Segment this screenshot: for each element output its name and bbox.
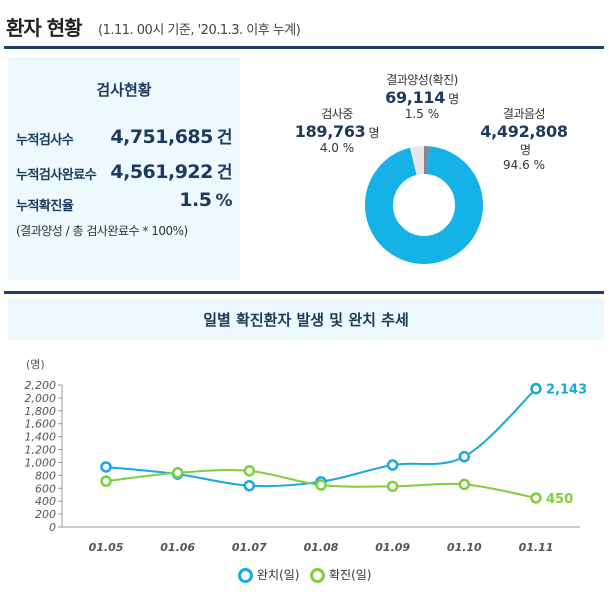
- x-tick-label: 01.07: [232, 541, 267, 554]
- y-tick-label: 2,000: [25, 392, 57, 405]
- series-0-point: [243, 479, 256, 492]
- series-0-point: [100, 461, 112, 473]
- positive-label: 결과양성(확진) 69,114 명 1.5 %: [385, 73, 459, 121]
- y-tick-label: 800: [35, 469, 56, 482]
- trend-title: 일별 확진환자 발생 및 완치 추세: [203, 311, 409, 329]
- positive-rate-label: 누적확진율: [16, 199, 74, 214]
- series-1-point: [100, 475, 112, 487]
- section-divider: [4, 291, 604, 294]
- series-0-point: [530, 382, 542, 395]
- trend-title-bar: 일별 확진환자 발생 및 완치 추세: [8, 298, 604, 340]
- x-tick-label: 01.08: [304, 541, 339, 554]
- y-tick-label: 0: [49, 521, 56, 534]
- series-1-point: [171, 467, 184, 479]
- y-tick-label: 1,800: [25, 405, 57, 418]
- header-divider: [4, 46, 604, 49]
- page-title: 환자 현황: [6, 16, 83, 40]
- donut-slice-2: [365, 146, 483, 264]
- test-status-title: 검사현황: [96, 81, 152, 99]
- y-tick-label: 1,400: [25, 431, 57, 444]
- donut-slice-1: [365, 146, 483, 264]
- donut-chart: [365, 146, 483, 264]
- series-1-point: [315, 479, 327, 491]
- legend-item-recovered: 완치(일): [238, 566, 299, 583]
- series-1-point: [386, 480, 399, 493]
- page-subtitle: (1.11. 00시 기준, '20.1.3. 이후 누계): [98, 23, 301, 38]
- legend-marker-recovered: [238, 568, 253, 583]
- testing-label: 검사중 189,763 명 4.0 %: [294, 107, 380, 155]
- y-axis-unit: (명): [26, 358, 45, 371]
- y-tick-label: 1,200: [25, 444, 57, 457]
- cumulative-tests-label: 누적검사수: [16, 133, 74, 148]
- positive-rate-value: 1.5%: [179, 189, 232, 211]
- series-1-point: [243, 465, 256, 477]
- series-1-point: [458, 478, 471, 491]
- series-1-end-label: 450: [546, 492, 573, 507]
- page-header: 환자 현황 (1.11. 00시 기준, '20.1.3. 이후 누계): [0, 0, 609, 44]
- y-tick-label: 200: [35, 508, 56, 521]
- y-tick-label: 400: [35, 495, 56, 508]
- chart-legend: 완치(일) 확진(일): [0, 566, 609, 586]
- x-tick-label: 01.10: [447, 541, 482, 554]
- x-tick-label: 01.09: [375, 541, 410, 554]
- legend-item-confirmed: 확진(일): [310, 566, 371, 583]
- positive-rate-note: (결과양성 / 총 검사완료수 * 100%): [16, 224, 188, 238]
- series-0-point: [458, 450, 471, 463]
- series-0-end-label: 2,143: [546, 383, 587, 398]
- series-line-0: [105, 387, 537, 488]
- test-status-panel: 검사현황 누적검사수 4,751,685 건 누적검사완료수 4,561,922 건…: [8, 57, 240, 280]
- series-1-point: [530, 492, 542, 504]
- legend-marker-confirmed: [310, 568, 325, 583]
- completed-tests-label: 누적검사완료수: [16, 168, 97, 183]
- test-result-donut-panel: 결과양성(확진) 69,114 명 1.5 % 검사중 189,763 명 4.0 …: [244, 57, 604, 280]
- x-tick-label: 01.05: [89, 541, 124, 554]
- completed-tests-value: 4,561,922 건: [110, 161, 232, 183]
- y-tick-label: 2,200: [25, 379, 57, 392]
- y-tick-label: 1,600: [25, 418, 57, 431]
- x-tick-label: 01.11: [519, 541, 554, 554]
- y-tick-label: 600: [35, 482, 56, 495]
- series-0-point: [386, 459, 399, 471]
- x-tick-label: 01.06: [160, 541, 195, 554]
- negative-label: 결과음성 4,492,808 명 94.6 %: [480, 107, 568, 172]
- cumulative-tests-value: 4,751,685 건: [110, 126, 232, 148]
- trend-line-chart: 02004006008001,0001,2001,4001,6001,8002,…: [25, 379, 588, 554]
- y-tick-label: 1,000: [25, 456, 57, 469]
